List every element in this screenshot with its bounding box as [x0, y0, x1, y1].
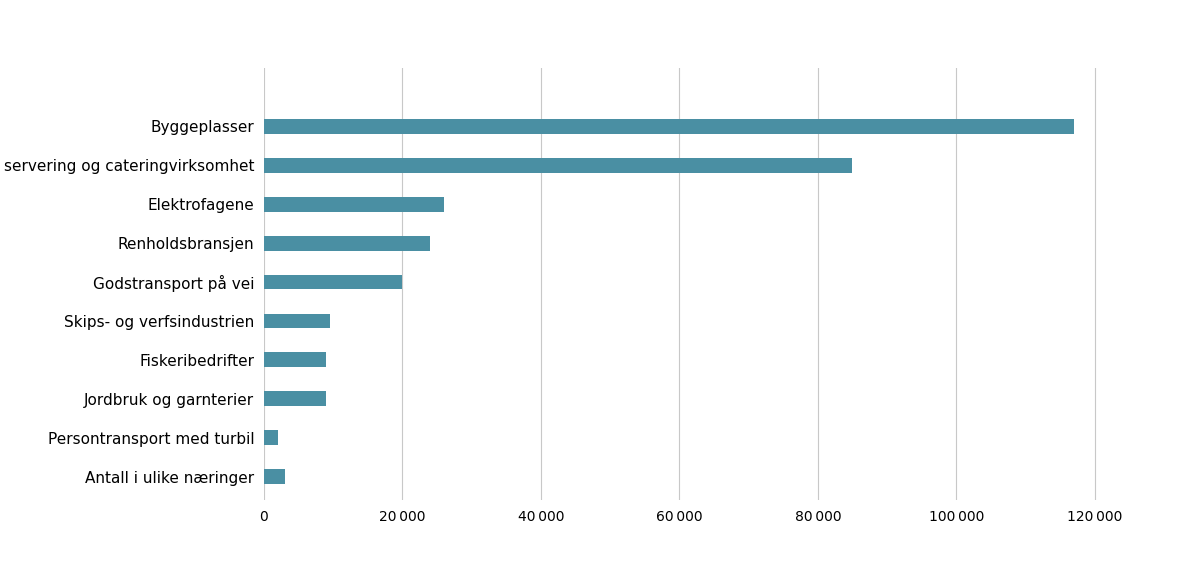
- Bar: [264, 314, 330, 328]
- Bar: [264, 469, 284, 484]
- Bar: [264, 236, 430, 250]
- Bar: [264, 275, 402, 290]
- Bar: [264, 430, 278, 445]
- Bar: [264, 391, 326, 406]
- Bar: [264, 158, 852, 173]
- Bar: [264, 197, 444, 212]
- Bar: [264, 353, 326, 367]
- Bar: [264, 119, 1074, 134]
